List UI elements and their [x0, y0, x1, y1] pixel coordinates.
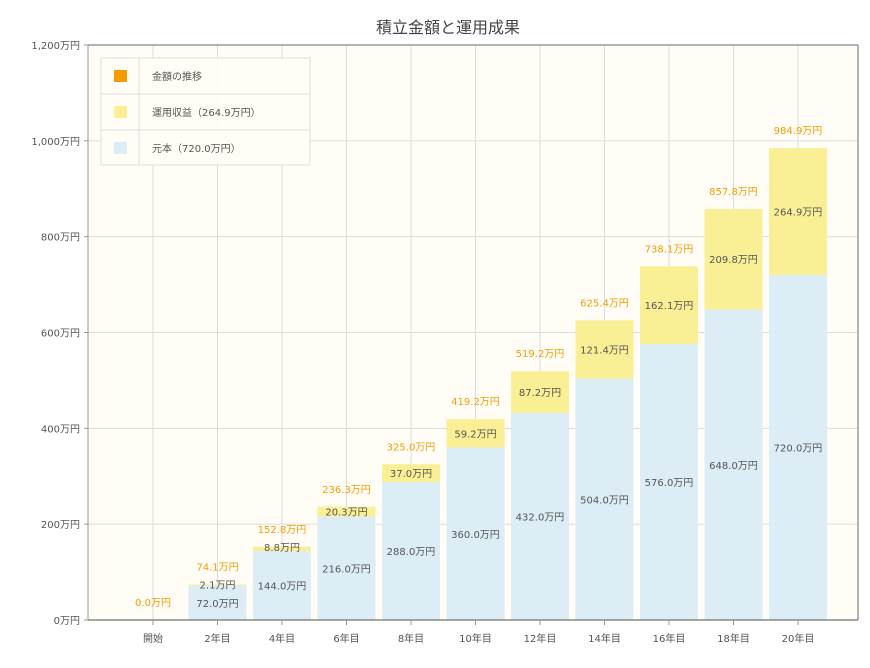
bar-principal[interactable] [382, 482, 440, 620]
return-label: 162.1万円 [645, 301, 694, 312]
principal-label: 432.0万円 [516, 513, 565, 524]
return-label: 121.4万円 [580, 345, 629, 356]
total-label: 519.2万円 [516, 349, 565, 360]
y-tick-label: 600万円 [41, 329, 80, 340]
return-label: 8.8万円 [264, 543, 300, 554]
x-tick-label: 14年目 [588, 632, 621, 645]
x-tick-label: 開始 [143, 632, 163, 645]
bar-return[interactable] [704, 208, 763, 310]
bar-return[interactable] [188, 584, 247, 586]
total-label: 325.0万円 [387, 442, 436, 453]
bar-return[interactable] [511, 371, 569, 413]
return-label: 264.9万円 [774, 208, 823, 219]
x-tick-label: 16年目 [653, 632, 686, 645]
legend-swatch [114, 70, 127, 82]
return-label: 2.1万円 [200, 580, 236, 591]
y-tick-label: 400万円 [41, 424, 80, 435]
y-tick-label: 800万円 [41, 233, 80, 244]
principal-label: 288.0万円 [387, 547, 436, 558]
return-label: 209.8万円 [709, 255, 758, 266]
legend-item-label[interactable]: 金額の推移 [152, 70, 202, 83]
x-tick-label: 4年目 [269, 632, 295, 645]
x-tick-label: 8年目 [398, 632, 424, 645]
total-label: 74.1万円 [196, 562, 238, 573]
principal-label: 72.0万円 [196, 599, 238, 610]
legend-item-label[interactable]: 元本（720.0万円） [152, 142, 241, 155]
bar-principal[interactable] [769, 275, 827, 620]
return-label: 37.0万円 [390, 469, 432, 480]
total-label: 419.2万円 [451, 397, 500, 408]
total-label: 984.9万円 [774, 126, 823, 137]
legend-box [100, 57, 311, 166]
y-tick-label: 0万円 [54, 616, 80, 627]
bar-return[interactable] [253, 546, 311, 551]
bar-return[interactable] [446, 419, 505, 448]
return-label: 20.3万円 [325, 508, 367, 519]
return-label: 87.2万円 [519, 388, 561, 399]
x-tick-label: 12年目 [524, 632, 557, 645]
y-tick-label: 200万円 [41, 520, 80, 531]
total-label: 236.3万円 [322, 485, 371, 496]
x-tick-label: 20年目 [782, 632, 815, 645]
bar-principal[interactable] [317, 516, 376, 621]
principal-label: 504.0万円 [580, 495, 629, 506]
x-tick-label: 6年目 [333, 632, 359, 645]
legend-swatch [114, 142, 127, 154]
total-label: 857.8万円 [709, 187, 758, 198]
legend-item-label[interactable]: 運用収益（264.9万円） [152, 106, 261, 119]
x-tick-label: 10年目 [459, 632, 492, 645]
bar-principal[interactable] [511, 413, 569, 620]
x-tick-label: 2年目 [204, 632, 230, 645]
y-tick-label: 1,200万円 [31, 41, 80, 52]
bar-return[interactable] [640, 266, 698, 344]
bar-return[interactable] [769, 148, 827, 275]
bar-principal[interactable] [704, 309, 763, 621]
legend-swatch [114, 106, 127, 118]
bar-principal[interactable] [188, 585, 247, 621]
chart-title: 積立金額と運用成果 [376, 18, 520, 37]
bar-principal[interactable] [575, 378, 634, 621]
principal-label: 576.0万円 [645, 478, 694, 489]
bar-return[interactable] [317, 506, 376, 517]
bar-principal[interactable] [446, 447, 505, 621]
total-label: 152.8万円 [258, 525, 307, 536]
principal-label: 360.0万円 [451, 530, 500, 541]
return-label: 59.2万円 [454, 429, 496, 440]
principal-label: 216.0万円 [322, 564, 371, 575]
principal-label: 648.0万円 [709, 461, 758, 472]
bar-return[interactable] [575, 320, 634, 379]
y-tick-label: 1,000万円 [31, 137, 80, 148]
total-label: 625.4万円 [580, 298, 629, 309]
bar-principal[interactable] [253, 551, 311, 620]
principal-label: 144.0万円 [258, 582, 307, 593]
total-label: 738.1万円 [645, 244, 694, 255]
bar-return[interactable] [382, 464, 440, 482]
bar-principal[interactable] [640, 344, 698, 620]
principal-label: 720.0万円 [774, 444, 823, 455]
x-tick-label: 18年目 [717, 632, 750, 645]
total-label: 0.0万円 [135, 598, 171, 609]
